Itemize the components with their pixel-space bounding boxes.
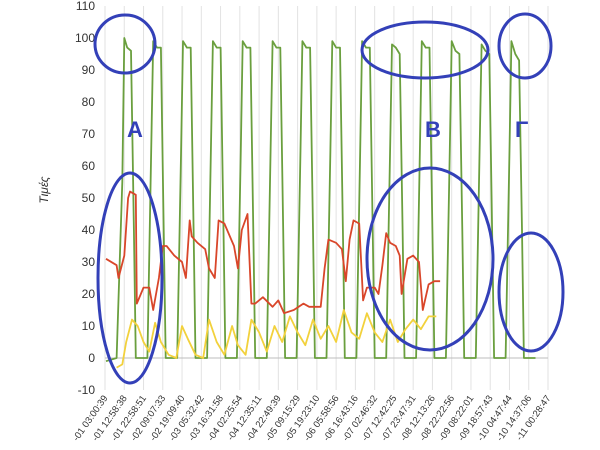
annotation-label-a: A (127, 117, 143, 142)
annotations: A B Γ (93, 12, 565, 385)
annotation-ellipse-g (497, 231, 565, 353)
y-tick-label-10: 90 (82, 63, 96, 77)
annotation-ellipse-top-middle (360, 20, 490, 80)
y-tick-label-2: 10 (82, 319, 96, 333)
y-axis-ticks: -10 0 10 20 30 40 50 60 70 80 90 100 110 (75, 0, 95, 397)
annotation-ellipse-top-left (93, 13, 157, 75)
y-tick-label-8: 70 (82, 127, 96, 141)
y-tick-label-12: 110 (76, 0, 95, 13)
series-line-1 (105, 190, 441, 315)
y-tick-label-5: 40 (82, 223, 96, 237)
y-tick-label-0: -10 (78, 383, 96, 397)
y-tick-label-3: 20 (82, 287, 96, 301)
y-tick-label-6: 50 (82, 191, 96, 205)
y-axis-label: Τιμές (37, 176, 51, 203)
annotation-ellipse-top-right (497, 12, 553, 80)
annotation-label-b: B (425, 117, 441, 142)
x-axis-ticks: -01 03:00:39-01 12:58:38-01 22:58:51-02 … (71, 393, 554, 443)
y-tick-label-4: 30 (82, 255, 96, 269)
y-tick-label-1: 0 (88, 351, 95, 365)
annotation-ellipse-a (96, 171, 164, 385)
annotation-ellipse-b (365, 166, 495, 352)
series-line-0 (105, 37, 536, 363)
annotation-label-g: Γ (515, 117, 528, 142)
y-tick-label-11: 100 (75, 31, 95, 45)
y-tick-label-9: 80 (82, 95, 96, 109)
y-tick-label-7: 60 (82, 159, 96, 173)
